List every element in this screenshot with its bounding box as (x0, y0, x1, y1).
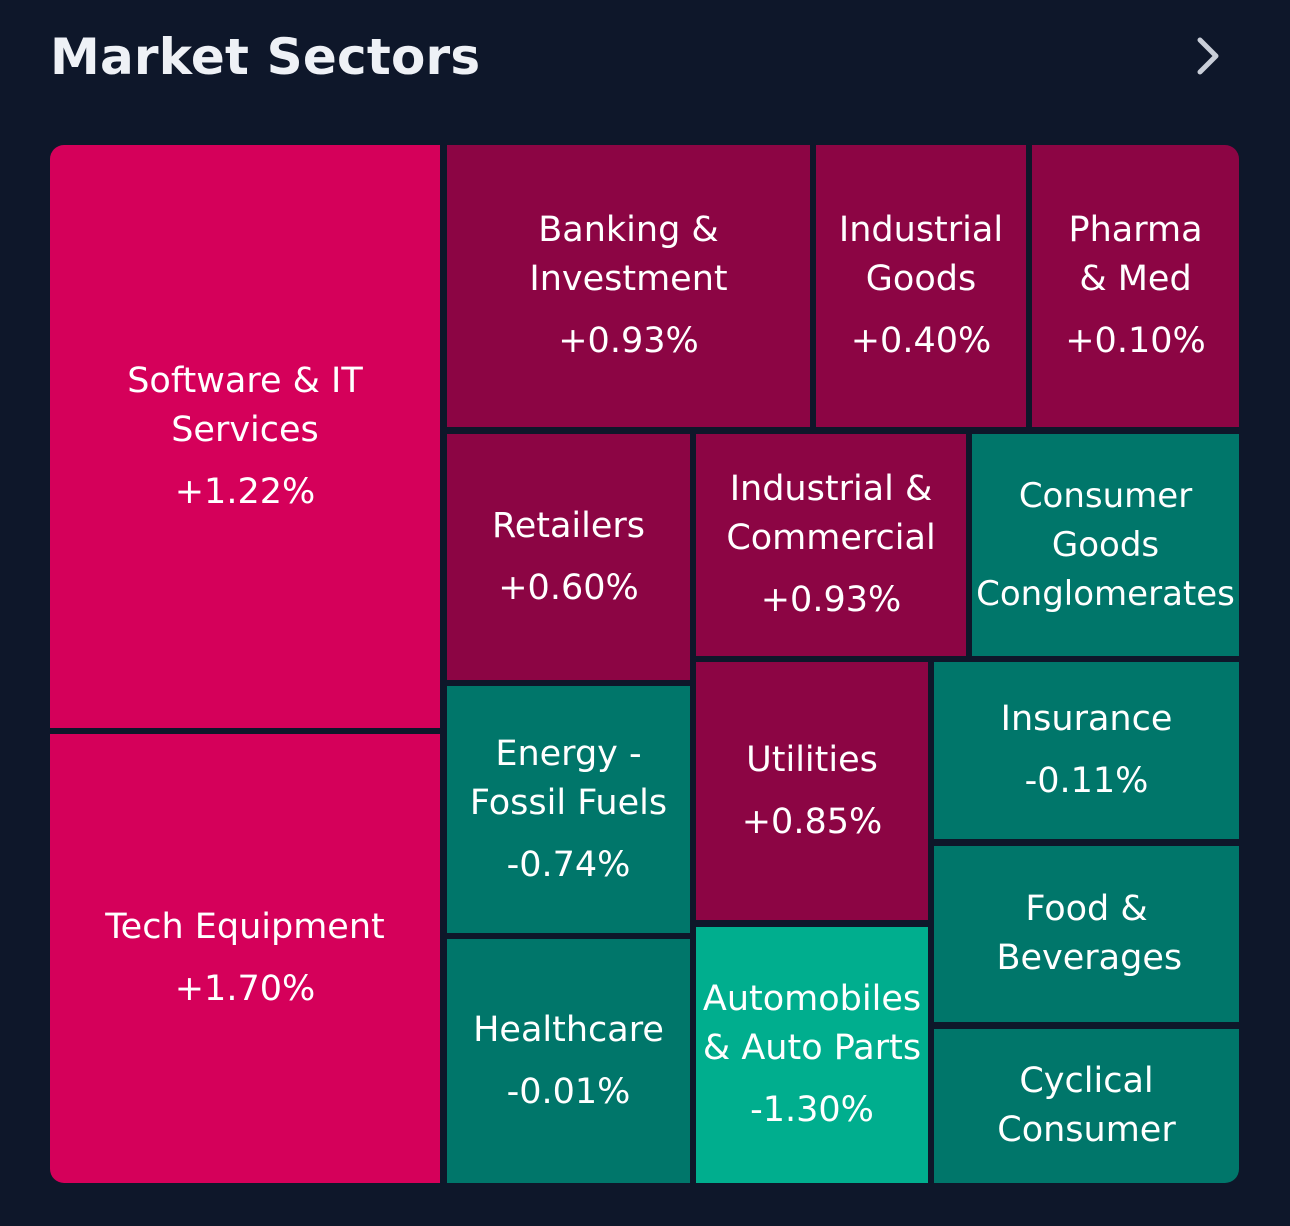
sector-tile-energy-fossil-fuels[interactable]: Energy - Fossil Fuels -0.74% (447, 686, 690, 933)
sector-change: -1.30% (750, 1090, 874, 1130)
sector-tile-pharma-med[interactable]: Pharma & Med +0.10% (1032, 145, 1239, 427)
sector-tile-automobiles-auto-parts[interactable]: Automobiles & Auto Parts -1.30% (696, 927, 928, 1183)
sector-tile-insurance[interactable]: Insurance -0.11% (934, 662, 1239, 839)
sector-name: Software & IT Services (127, 360, 363, 450)
sector-tile-food-beverages[interactable]: Food & Beverages (934, 846, 1239, 1022)
sector-name: Cyclical Consumer (997, 1061, 1176, 1150)
page-title: Market Sectors (50, 28, 481, 86)
sector-change: +1.22% (174, 471, 316, 512)
sector-tile-healthcare[interactable]: Healthcare -0.01% (447, 939, 690, 1183)
chevron-right-icon[interactable] (1188, 30, 1228, 82)
sector-name: Retailers (491, 505, 646, 546)
sector-tile-software-it-services[interactable]: Software & IT Services +1.22% (50, 145, 440, 728)
sector-name: Banking & Investment (529, 210, 728, 299)
sector-treemap: Software & IT Services +1.22% Tech Equip… (50, 145, 1239, 1183)
sector-change: -0.74% (506, 844, 631, 885)
sector-change: +0.40% (850, 321, 992, 361)
sector-change: +0.10% (1065, 321, 1206, 361)
sector-tile-tech-equipment[interactable]: Tech Equipment +1.70% (50, 734, 440, 1183)
sector-name: Energy - Fossil Fuels (469, 733, 668, 823)
sector-tile-cyclical-consumer[interactable]: Cyclical Consumer (934, 1029, 1239, 1183)
sector-tile-retailers[interactable]: Retailers +0.60% (447, 434, 690, 680)
sector-change: +0.85% (741, 801, 883, 842)
sector-tile-banking-investment[interactable]: Banking & Investment +0.93% (447, 145, 810, 427)
sector-name: Utilities (746, 739, 878, 780)
sector-tile-industrial-commercial[interactable]: Industrial & Commercial +0.93% (696, 434, 966, 656)
sector-name: Industrial Goods (838, 210, 1004, 299)
sector-name: Healthcare (473, 1009, 664, 1050)
sector-tile-consumer-goods-conglomerates[interactable]: Consumer Goods Conglomerates (972, 434, 1239, 656)
sector-name: Insurance (1000, 699, 1173, 739)
sector-name: Pharma & Med (1068, 210, 1203, 299)
sector-change: +1.70% (174, 969, 316, 1009)
sector-tile-utilities[interactable]: Utilities +0.85% (696, 662, 928, 920)
sector-name: Automobiles & Auto Parts (702, 979, 922, 1068)
sector-change: -0.11% (1024, 761, 1149, 801)
sector-change: +0.93% (558, 321, 699, 361)
sector-change: +0.60% (498, 567, 639, 608)
sector-change: +0.93% (760, 580, 902, 620)
sector-tile-industrial-goods[interactable]: Industrial Goods +0.40% (816, 145, 1026, 427)
sector-name: Industrial & Commercial (726, 469, 936, 558)
sector-name: Tech Equipment (105, 907, 385, 947)
sector-name: Consumer Goods Conglomerates (976, 475, 1235, 614)
sector-change: -0.01% (506, 1071, 631, 1112)
sector-name: Food & Beverages (996, 889, 1183, 978)
